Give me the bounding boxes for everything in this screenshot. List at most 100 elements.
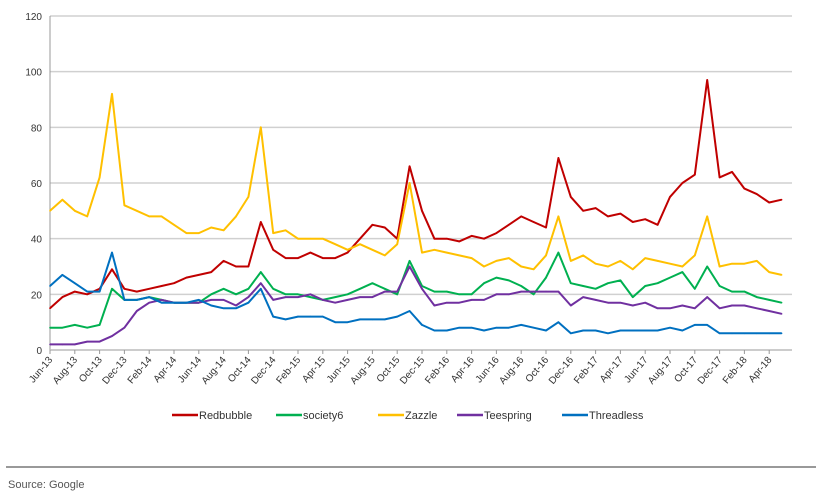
- series-line-threadless: [49, 251, 782, 335]
- data-point-threadless: [136, 299, 138, 301]
- data-point-teespring: [421, 287, 423, 290]
- data-point-teespring: [718, 307, 721, 310]
- data-point-threadless: [346, 321, 349, 323]
- data-point-teespring: [470, 299, 473, 301]
- legend-label: Threadless: [589, 410, 644, 422]
- data-point-redbubble: [49, 307, 51, 310]
- data-point-threadless: [780, 332, 783, 335]
- data-point-redbubble: [309, 251, 312, 254]
- data-point-teespring: [632, 304, 634, 307]
- data-point-redbubble: [111, 268, 113, 271]
- y-tick-label: 60: [31, 179, 43, 190]
- data-point-teespring: [582, 296, 584, 298]
- data-point-threadless: [173, 301, 175, 304]
- data-point-society6: [272, 287, 275, 290]
- data-point-teespring: [446, 301, 448, 304]
- data-point-teespring: [681, 304, 684, 307]
- data-point-zazzle: [731, 262, 733, 265]
- x-tick-label: Apr-18: [747, 355, 775, 385]
- data-point-threadless: [98, 290, 101, 293]
- x-tick-label: Feb-14: [126, 355, 155, 387]
- data-point-zazzle: [322, 237, 324, 240]
- data-point-society6: [619, 279, 622, 282]
- data-point-teespring: [160, 299, 163, 301]
- legend-label: Redbubble: [199, 410, 252, 422]
- data-point-threadless: [49, 285, 51, 287]
- data-point-redbubble: [768, 201, 770, 204]
- data-point-teespring: [756, 307, 758, 310]
- data-point-zazzle: [222, 229, 225, 232]
- data-point-threadless: [731, 332, 733, 335]
- x-tick-label: Dec-17: [696, 355, 725, 387]
- data-point-redbubble: [731, 171, 733, 173]
- data-point-teespring: [235, 304, 237, 307]
- data-point-zazzle: [148, 215, 150, 218]
- data-point-teespring: [706, 296, 708, 298]
- data-point-society6: [532, 293, 535, 296]
- data-point-zazzle: [532, 268, 535, 271]
- data-point-teespring: [384, 290, 386, 293]
- x-tick-label: Aug-13: [51, 355, 80, 387]
- data-point-threadless: [446, 329, 448, 332]
- data-point-zazzle: [508, 257, 510, 259]
- source-note: Source: Google: [8, 479, 84, 491]
- data-point-society6: [570, 282, 572, 285]
- data-point-teespring: [743, 304, 746, 307]
- data-point-zazzle: [136, 210, 138, 212]
- data-point-zazzle: [198, 232, 200, 234]
- data-point-redbubble: [495, 232, 498, 234]
- data-point-threadless: [74, 282, 76, 285]
- data-point-redbubble: [656, 223, 659, 226]
- data-point-teespring: [74, 343, 76, 346]
- data-point-zazzle: [334, 243, 337, 246]
- data-point-society6: [359, 287, 361, 290]
- data-point-redbubble: [123, 287, 126, 290]
- data-point-zazzle: [619, 260, 622, 262]
- data-point-zazzle: [247, 196, 250, 198]
- data-point-teespring: [607, 301, 609, 304]
- y-tick-label: 100: [25, 68, 42, 79]
- y-tick-label: 120: [25, 12, 42, 23]
- data-point-zazzle: [98, 176, 101, 179]
- data-point-zazzle: [408, 182, 411, 184]
- data-point-redbubble: [433, 237, 436, 240]
- x-tick-label: Aug-15: [349, 355, 378, 387]
- data-point-society6: [74, 324, 76, 326]
- data-point-zazzle: [433, 249, 436, 251]
- data-point-threadless: [433, 329, 436, 332]
- data-point-zazzle: [718, 265, 721, 268]
- x-tick-label: Dec-15: [398, 355, 427, 387]
- data-point-teespring: [458, 301, 461, 304]
- data-point-threadless: [359, 318, 361, 321]
- data-point-threadless: [421, 324, 423, 326]
- data-point-redbubble: [545, 226, 547, 229]
- data-point-redbubble: [458, 240, 461, 243]
- data-point-teespring: [570, 304, 572, 307]
- data-point-zazzle: [483, 265, 485, 268]
- data-point-zazzle: [520, 265, 522, 268]
- data-point-redbubble: [371, 223, 374, 226]
- data-point-redbubble: [421, 210, 423, 212]
- x-tick-label: Aug-14: [200, 355, 229, 387]
- data-point-redbubble: [284, 257, 287, 259]
- data-point-zazzle: [284, 229, 287, 232]
- data-point-teespring: [396, 290, 399, 293]
- data-point-society6: [384, 287, 386, 290]
- data-point-redbubble: [334, 257, 337, 259]
- data-point-zazzle: [396, 243, 399, 246]
- data-point-threadless: [594, 329, 597, 332]
- data-point-society6: [768, 299, 770, 301]
- data-point-redbubble: [706, 79, 708, 81]
- data-point-zazzle: [235, 215, 237, 218]
- x-tick-label: Aug-17: [646, 355, 675, 387]
- data-point-teespring: [198, 301, 200, 304]
- data-point-zazzle: [185, 232, 188, 234]
- data-point-redbubble: [210, 271, 212, 273]
- data-point-redbubble: [173, 282, 175, 285]
- data-point-zazzle: [632, 268, 634, 271]
- data-point-teespring: [346, 299, 349, 301]
- data-point-society6: [731, 290, 733, 293]
- data-point-teespring: [656, 307, 659, 310]
- data-point-redbubble: [322, 257, 324, 259]
- data-point-threadless: [148, 296, 150, 298]
